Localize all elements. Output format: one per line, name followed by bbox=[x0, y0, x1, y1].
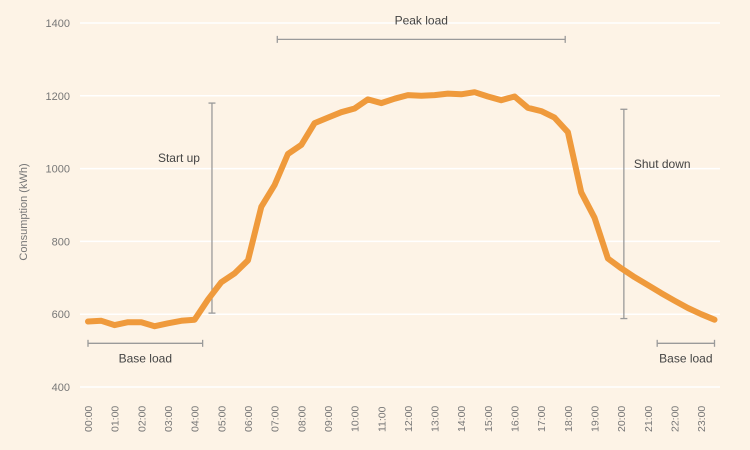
x-tick-label: 09:00 bbox=[323, 406, 335, 432]
y-axis-label: Consumption (kWh) bbox=[18, 163, 30, 260]
annotation-label: Shut down bbox=[634, 157, 691, 171]
x-tick-label: 00:00 bbox=[83, 406, 95, 432]
y-tick-label: 1200 bbox=[46, 91, 70, 103]
annotation-peak-load: Peak load bbox=[276, 13, 566, 43]
y-tick-label: 1000 bbox=[46, 164, 70, 176]
x-tick-label: 12:00 bbox=[403, 406, 415, 432]
annotation-label: Base load bbox=[119, 351, 172, 365]
x-tick-label: 03:00 bbox=[163, 406, 175, 432]
y-tick-label: 800 bbox=[52, 236, 70, 248]
annotation-label: Peak load bbox=[395, 13, 448, 27]
x-tick-label: 06:00 bbox=[243, 406, 255, 432]
x-tick-label: 17:00 bbox=[536, 406, 548, 432]
annotation-start-up: Start up bbox=[158, 102, 216, 314]
x-tick-label: 04:00 bbox=[190, 406, 202, 432]
x-tick-label: 23:00 bbox=[696, 406, 708, 432]
x-tick-label: 19:00 bbox=[590, 406, 602, 432]
y-tick-labels: 400 600 800 1000 1200 1400 bbox=[46, 18, 70, 394]
x-tick-label: 02:00 bbox=[136, 406, 148, 432]
annotation-label: Base load bbox=[659, 351, 712, 365]
series-line bbox=[85, 89, 718, 330]
x-tick-label: 08:00 bbox=[296, 406, 308, 432]
x-tick-label: 20:00 bbox=[616, 406, 628, 432]
x-tick-label: 01:00 bbox=[110, 406, 122, 432]
x-tick-label: 21:00 bbox=[643, 406, 655, 432]
y-tick-label: 1400 bbox=[46, 18, 70, 30]
annotation-base-load: Base load bbox=[656, 339, 716, 365]
x-tick-label: 13:00 bbox=[430, 406, 442, 432]
x-tick-labels: 00:00 01:00 02:00 03:00 04:00 05:00 06:00 07:00… bbox=[83, 406, 708, 432]
x-tick-label: 18:00 bbox=[563, 406, 575, 432]
y-tick-label: 400 bbox=[52, 382, 70, 394]
x-tick-label: 05:00 bbox=[216, 406, 228, 432]
x-tick-label: 16:00 bbox=[510, 406, 522, 432]
x-tick-label: 15:00 bbox=[483, 406, 495, 432]
y-tick-label: 600 bbox=[52, 309, 70, 321]
annotation-base-load: Base load bbox=[87, 339, 204, 365]
annotation-shut-down: Shut down bbox=[620, 108, 691, 320]
annotation-label: Start up bbox=[158, 151, 200, 165]
x-tick-label: 07:00 bbox=[270, 406, 282, 432]
x-tick-label: 14:00 bbox=[456, 406, 468, 432]
x-tick-label: 11:00 bbox=[376, 406, 388, 432]
x-tick-label: 10:00 bbox=[350, 406, 362, 432]
x-tick-label: 22:00 bbox=[670, 406, 682, 432]
series-layer bbox=[85, 89, 718, 330]
annotations: Peak load Start up Shut down Base load Base … bbox=[87, 13, 716, 365]
